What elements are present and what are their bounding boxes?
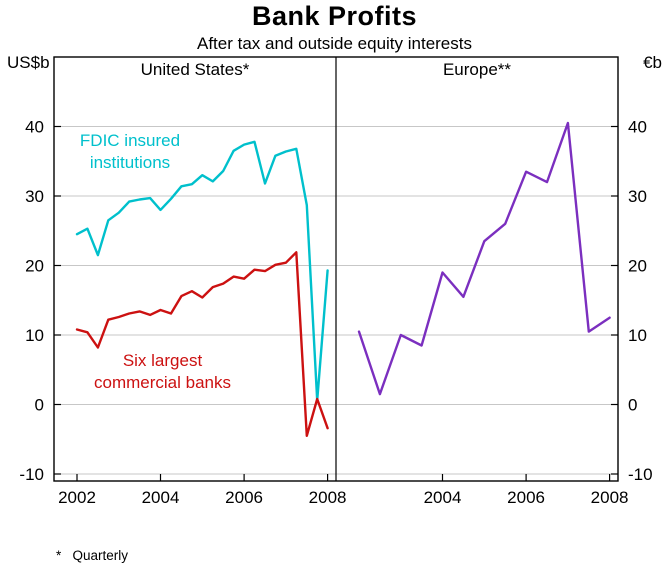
annotation-six-line2: commercial banks	[94, 373, 231, 393]
svg-text:30: 30	[628, 187, 647, 206]
svg-text:2008: 2008	[309, 488, 347, 507]
annotation-six-largest-commercial-banks: Six largest commercial banks	[70, 350, 255, 395]
svg-text:2008: 2008	[591, 488, 629, 507]
footnotes-block: * Quarterly ** Half-yearly reports of 16…	[56, 511, 461, 578]
svg-text:2002: 2002	[58, 488, 96, 507]
annotation-fdic-line1: FDIC insured	[79, 131, 181, 150]
svg-text:2006: 2006	[507, 488, 545, 507]
svg-text:20: 20	[628, 257, 647, 276]
annotation-fdic-insured-institutions: FDIC insured institutions	[50, 130, 210, 175]
svg-text:0: 0	[35, 396, 44, 415]
left-axis-unit-label: US$b	[7, 53, 50, 72]
svg-text:40: 40	[25, 118, 44, 137]
svg-text:30: 30	[25, 187, 44, 206]
chart-title: Bank Profits	[251, 1, 418, 31]
svg-text:2004: 2004	[142, 488, 180, 507]
annotation-six-line1: Six largest	[122, 351, 203, 370]
svg-text:0: 0	[628, 396, 637, 415]
svg-text:2004: 2004	[424, 488, 462, 507]
panel-title-united-states: United States*	[140, 60, 250, 79]
svg-text:10: 10	[628, 326, 647, 345]
svg-text:20: 20	[25, 257, 44, 276]
panel-title-europe: Europe**	[442, 60, 512, 79]
svg-text:10: 10	[25, 326, 44, 345]
svg-text:2006: 2006	[225, 488, 263, 507]
svg-text:-10: -10	[19, 465, 44, 484]
annotation-fdic-line2: institutions	[89, 153, 171, 173]
chart-subtitle: After tax and outside equity interests	[197, 34, 472, 53]
svg-text:40: 40	[628, 118, 647, 137]
svg-text:-10: -10	[628, 465, 653, 484]
right-axis-unit-label: €b	[643, 53, 662, 72]
footnote-quarterly: * Quarterly	[56, 547, 129, 563]
